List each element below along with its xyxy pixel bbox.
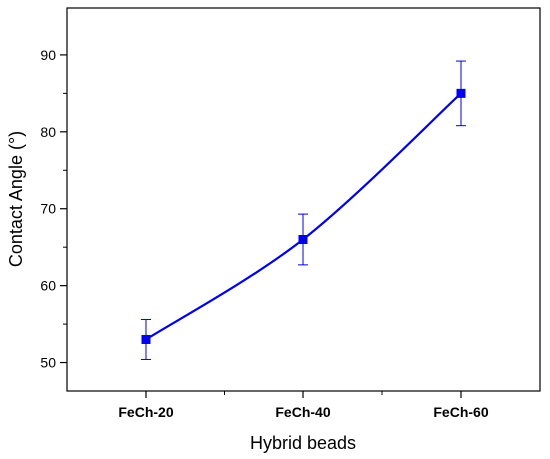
x-tick-label: FeCh-40 bbox=[275, 404, 330, 420]
y-tick-label: 80 bbox=[40, 124, 56, 140]
series-layer bbox=[141, 60, 466, 360]
y-tick-label: 90 bbox=[40, 47, 56, 63]
x-axis-title: Hybrid beads bbox=[250, 433, 356, 453]
plot-frame bbox=[66, 7, 541, 392]
y-axis-title: Contact Angle (°) bbox=[6, 131, 26, 267]
data-point bbox=[298, 234, 308, 244]
y-tick-label: 50 bbox=[40, 355, 56, 371]
x-axis: FeCh-20 FeCh-40 FeCh-60 bbox=[118, 391, 489, 420]
x-tick-label: FeCh-60 bbox=[433, 404, 488, 420]
y-tick-label: 60 bbox=[40, 278, 56, 294]
data-point bbox=[141, 334, 151, 344]
y-axis: 50 60 70 80 90 bbox=[40, 47, 67, 371]
x-tick-label: FeCh-20 bbox=[118, 404, 173, 420]
y-tick-label: 70 bbox=[40, 201, 56, 217]
data-point bbox=[456, 88, 466, 98]
